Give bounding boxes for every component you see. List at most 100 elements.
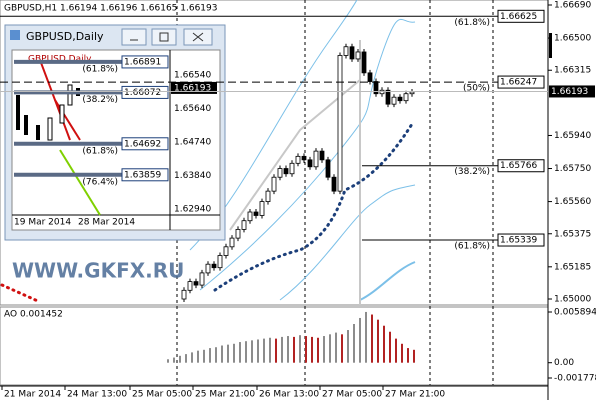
inset-levels: 1.66891 (61.8%) 1.66072 (38.2%) 1.64692 (61.8… <box>14 55 169 187</box>
candle <box>271 176 277 192</box>
inset-window[interactable]: GBPUSD,Daily GBPUSD,Daily 1.66891 (61.8%)… <box>4 24 226 241</box>
price-label: 1.66500 <box>554 34 591 44</box>
inset-price-label: 1.63840 <box>174 171 211 181</box>
fib-label: (61.8%) <box>454 18 490 28</box>
window-icon <box>10 30 20 40</box>
window-title: GBPUSD,Daily <box>26 30 104 43</box>
candle <box>373 81 379 95</box>
date-label: 25 Mar 21:00 <box>195 390 255 400</box>
candle <box>187 281 193 291</box>
date-label: 27 Mar 05:00 <box>322 390 382 400</box>
price-label: 1.65940 <box>554 131 591 141</box>
candle <box>313 150 319 168</box>
price-label: 1.65375 <box>554 229 591 239</box>
candle <box>229 237 235 248</box>
date-label: 27 Mar 21:00 <box>385 390 445 400</box>
level-box <box>497 233 545 247</box>
candle <box>193 281 199 286</box>
candle <box>319 150 325 161</box>
inset-date: 19 Mar 2014 <box>14 218 71 228</box>
level-box <box>497 159 545 173</box>
inset-fib-label: (38.2%) <box>82 95 118 105</box>
price-label: 1.66315 <box>554 66 591 76</box>
price-label: 1.65560 <box>554 197 591 207</box>
inset-level-price: 1.66891 <box>124 57 161 67</box>
fib-line-red <box>54 99 81 141</box>
fib-line-green <box>59 149 101 216</box>
minimize-button[interactable] <box>121 28 147 46</box>
price-label: 1.65750 <box>554 164 591 174</box>
ao-histogram <box>167 311 415 363</box>
inset-level-box <box>121 85 169 99</box>
ao-pane <box>0 306 549 386</box>
candle <box>307 159 313 168</box>
inset-current-box <box>171 81 217 94</box>
candle <box>223 246 229 256</box>
inset-fib-label: (61.8%) <box>82 146 118 156</box>
date-label: 26 Mar 13:00 <box>259 390 319 400</box>
candle <box>367 72 373 82</box>
date-label: 24 Mar 13:00 <box>67 390 127 400</box>
level-box <box>497 75 545 89</box>
parabolic-sar-red <box>0 283 42 304</box>
inset-fib-label: (61.8%) <box>82 64 118 74</box>
candle <box>397 96 403 102</box>
candle <box>259 201 265 216</box>
fib-label: (38.2%) <box>454 167 490 177</box>
price-label: 1.65000 <box>554 295 591 305</box>
candle <box>247 211 253 222</box>
level-price: 1.65339 <box>500 236 537 246</box>
fib-label: (61.8%) <box>454 242 490 252</box>
bollinger-bands <box>189 0 416 301</box>
candle <box>181 289 187 300</box>
level-price: 1.65766 <box>500 161 537 171</box>
fib-label: (50%) <box>463 84 490 94</box>
price-label: 1.66690 <box>554 1 591 11</box>
date-label: 21 Mar 2014 <box>4 390 61 400</box>
inset-fib-label: (76.4%) <box>82 177 118 187</box>
level-price: 1.66625 <box>500 12 537 22</box>
candle <box>355 51 361 60</box>
candle <box>199 272 205 286</box>
candle <box>217 255 223 269</box>
candle <box>211 263 217 269</box>
inset-current-label: 1.66193 <box>174 83 211 93</box>
maximize-button[interactable] <box>151 28 177 46</box>
inset-level-box <box>121 55 169 69</box>
inset-price-label: 1.64740 <box>174 138 211 148</box>
candle <box>337 55 343 192</box>
chart-header: GBPUSD,H1 1.66194 1.66196 1.66165 1.6619… <box>4 4 217 14</box>
date-label: 25 Mar 05:00 <box>132 390 192 400</box>
button-glyphs <box>130 32 204 42</box>
candles <box>181 43 415 302</box>
candle <box>349 46 355 60</box>
inset-level-price: 1.64692 <box>124 139 161 149</box>
inset-chart-label: GBPUSD,Daily <box>28 55 92 65</box>
inset-price-label: 1.62940 <box>174 205 211 215</box>
parabolic-sar <box>213 122 414 292</box>
candle <box>409 91 415 95</box>
candle <box>385 89 391 105</box>
candle <box>277 168 283 178</box>
candle <box>403 93 409 102</box>
candle <box>235 229 241 239</box>
inset-price-label: 1.65640 <box>174 104 211 114</box>
candle <box>295 155 301 164</box>
inset-level-price: 1.63859 <box>124 170 161 180</box>
candle <box>241 220 247 230</box>
candle <box>343 46 349 56</box>
candle <box>325 159 331 178</box>
candle <box>391 96 397 105</box>
price-label: 1.65185 <box>554 262 591 272</box>
candle <box>361 51 367 74</box>
candle <box>379 89 385 95</box>
candle <box>331 176 337 192</box>
candle <box>205 263 211 274</box>
scroll-marker <box>549 33 552 58</box>
inset-level-box <box>121 137 169 151</box>
current-price-box <box>549 85 595 98</box>
level-price: 1.66247 <box>500 78 537 88</box>
candle <box>253 211 259 216</box>
current-price-label: 1.66193 <box>551 87 588 97</box>
